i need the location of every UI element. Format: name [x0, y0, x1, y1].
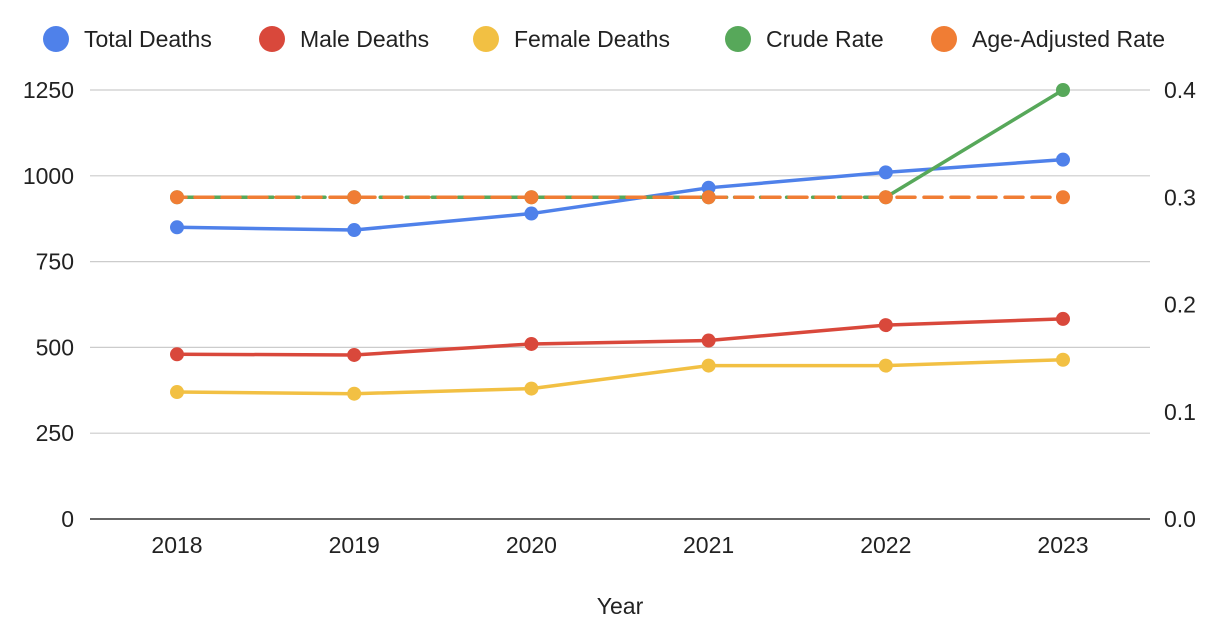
x-tick-label: 2022 [860, 532, 911, 558]
female-deaths-point [1056, 352, 1070, 367]
left-y-tick-label: 750 [36, 249, 74, 275]
total-deaths-point [524, 206, 539, 221]
age-adjusted-rate-point [524, 190, 539, 205]
female-deaths-point [878, 358, 893, 373]
female-deaths-point [170, 385, 184, 400]
legend-swatch [43, 26, 69, 52]
male-deaths-point [170, 347, 184, 362]
total-deaths-point [1056, 152, 1070, 167]
x-tick-label: 2023 [1037, 532, 1088, 558]
chart-gridlines [90, 89, 1150, 520]
x-axis-title: Year [597, 593, 644, 619]
male-deaths-point [878, 318, 893, 333]
age-adjusted-rate-point [701, 190, 716, 205]
right-y-tick-label: 0.2 [1164, 292, 1196, 318]
chart-legend: Total Deaths Male Deaths Female Deaths Crud… [43, 26, 1165, 52]
x-tick-label: 2018 [151, 532, 202, 558]
male-deaths-point [701, 333, 716, 348]
legend-label: Total Deaths [84, 26, 212, 52]
legend-item-female-deaths: Female Deaths [473, 26, 670, 52]
right-y-tick-label: 0.4 [1164, 77, 1196, 103]
left-y-tick-label: 1250 [23, 77, 74, 103]
age-adjusted-rate-point [1056, 190, 1070, 205]
female-deaths-point [524, 381, 539, 396]
crude-rate-point [1056, 83, 1070, 97]
right-y-tick-label: 0.0 [1164, 506, 1196, 532]
legend-swatch [931, 26, 957, 52]
left-y-tick-label: 1000 [23, 163, 74, 189]
total-deaths-point [170, 220, 184, 235]
series-lines [175, 88, 1065, 396]
legend-item-age-adjusted-rate: Age-Adjusted Rate [931, 26, 1165, 52]
x-axis: 2018 2019 2020 2021 2022 2023 [151, 532, 1088, 558]
left-y-tick-label: 500 [36, 334, 74, 360]
x-tick-label: 2020 [506, 532, 557, 558]
male-deaths-line [175, 317, 1065, 357]
legend-item-crude-rate: Crude Rate [725, 26, 884, 52]
legend-label: Crude Rate [766, 26, 884, 52]
age-adjusted-rate-point [878, 190, 893, 205]
legend-swatch [259, 26, 285, 52]
age-adjusted-rate-point [170, 190, 184, 205]
series-points [170, 83, 1070, 401]
left-y-tick-label: 250 [36, 420, 74, 446]
male-deaths-point [1056, 311, 1070, 326]
male-deaths-point [347, 347, 362, 362]
legend-item-male-deaths: Male Deaths [259, 26, 429, 52]
female-deaths-line [175, 358, 1065, 396]
legend-label: Male Deaths [300, 26, 429, 52]
legend-item-total-deaths: Total Deaths [43, 26, 212, 52]
male-deaths-point [524, 336, 539, 351]
total-deaths-point [347, 223, 362, 238]
legend-label: Female Deaths [514, 26, 670, 52]
total-deaths-line [175, 157, 1065, 232]
legend-swatch [473, 26, 499, 52]
right-y-axis: 0.0 0.1 0.2 0.3 0.4 [1164, 77, 1196, 532]
crude-rate-line-segment [884, 88, 1065, 199]
legend-swatch [725, 26, 751, 52]
female-deaths-point [347, 386, 362, 401]
x-tick-label: 2021 [683, 532, 734, 558]
right-y-tick-label: 0.1 [1164, 399, 1196, 425]
right-y-tick-label: 0.3 [1164, 184, 1196, 210]
legend-label: Age-Adjusted Rate [972, 26, 1165, 52]
left-y-axis: 0 250 500 750 1000 1250 [23, 77, 74, 532]
x-tick-label: 2019 [329, 532, 380, 558]
left-y-tick-label: 0 [61, 506, 74, 532]
female-deaths-point [701, 358, 716, 373]
total-deaths-point [878, 165, 893, 180]
age-adjusted-rate-point [347, 190, 362, 205]
